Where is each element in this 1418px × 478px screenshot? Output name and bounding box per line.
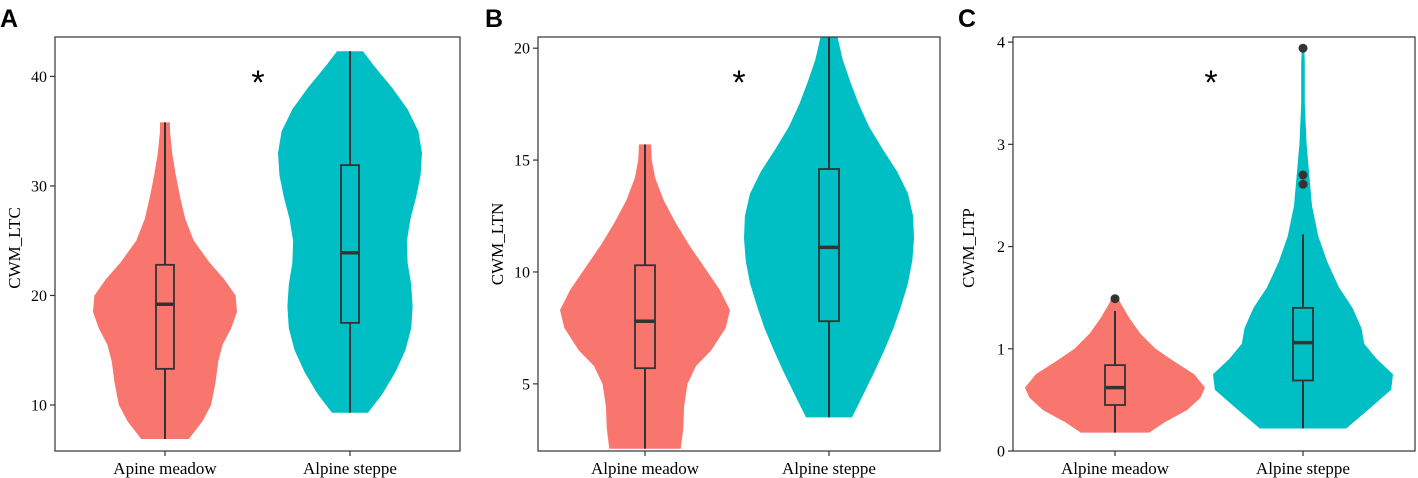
x-tick-label: Apine meadow <box>113 459 217 478</box>
plot-marks <box>560 37 914 449</box>
panel-b: B CWM_LTN * 5 10 15 20 Alpine meadow Alpine… <box>485 5 941 478</box>
box-iqr <box>818 168 840 323</box>
y-tick-label: 40 <box>31 69 47 86</box>
y-tick-label: 20 <box>31 288 47 305</box>
panel-border <box>54 36 461 452</box>
y-ticks: 0 1 2 3 4 <box>997 35 1304 461</box>
y-tick-label: 10 <box>514 264 530 281</box>
y-axis-label: CWM_LTN <box>488 203 507 286</box>
violin-steppe <box>744 37 914 418</box>
y-tick-label: 3 <box>997 137 1005 154</box>
violin-meadow <box>93 122 237 440</box>
outlier-point <box>1110 294 1120 304</box>
y-tick-label: 0 <box>997 444 1005 461</box>
y-tick-label: 15 <box>514 153 530 170</box>
panel-c: C CWM_LTP * 0 1 2 3 4 Alpine meadow Alpine s… <box>958 5 1416 478</box>
y-tick-label: 5 <box>522 376 530 393</box>
significance-marker: * <box>1204 64 1217 102</box>
y-tick-label: 4 <box>997 35 1005 52</box>
x-tick-label: Alpine steppe <box>782 459 876 478</box>
outlier-point <box>1298 170 1308 180</box>
y-tick-label: 1 <box>997 341 1005 358</box>
x-tick-label: Alpine steppe <box>1256 459 1350 478</box>
y-tick-label: 30 <box>31 178 47 195</box>
x-ticks: Alpine meadow Alpine steppe <box>1061 459 1350 478</box>
x-ticks: Alpine meadow Alpine steppe <box>591 459 876 478</box>
violin-steppe <box>278 51 422 413</box>
y-ticks: 5 10 15 20 <box>514 41 830 456</box>
panel-label: A <box>0 5 18 33</box>
violin-meadow <box>560 144 730 449</box>
box-iqr <box>634 264 656 370</box>
panel-label: B <box>485 5 503 33</box>
box-iqr <box>155 263 175 370</box>
box-iqr <box>340 164 360 324</box>
y-tick-label: 2 <box>997 239 1005 256</box>
y-tick-label: 10 <box>31 398 47 415</box>
plot-marks <box>93 51 422 440</box>
x-tick-label: Alpine meadow <box>591 459 700 478</box>
panel-border <box>537 36 941 452</box>
significance-marker: * <box>251 64 264 102</box>
panel-a: A CWM_LTC * 10 20 30 40 Apine meadow Alpine… <box>0 5 461 478</box>
outlier-point <box>1298 43 1308 53</box>
y-axis-label: CWM_LTP <box>959 208 978 288</box>
x-tick-label: Alpine meadow <box>1061 459 1170 478</box>
y-ticks: 10 20 30 40 <box>31 69 351 456</box>
plot-marks <box>1025 43 1393 433</box>
panel-border <box>1012 36 1416 452</box>
panel-label: C <box>958 5 976 33</box>
y-axis-label: CWM_LTC <box>5 207 24 289</box>
y-tick-label: 20 <box>514 41 530 58</box>
outlier-point <box>1298 179 1308 189</box>
x-tick-label: Alpine steppe <box>303 459 397 478</box>
x-ticks: Apine meadow Alpine steppe <box>113 459 397 478</box>
significance-marker: * <box>732 64 745 102</box>
box-iqr <box>1104 364 1126 406</box>
